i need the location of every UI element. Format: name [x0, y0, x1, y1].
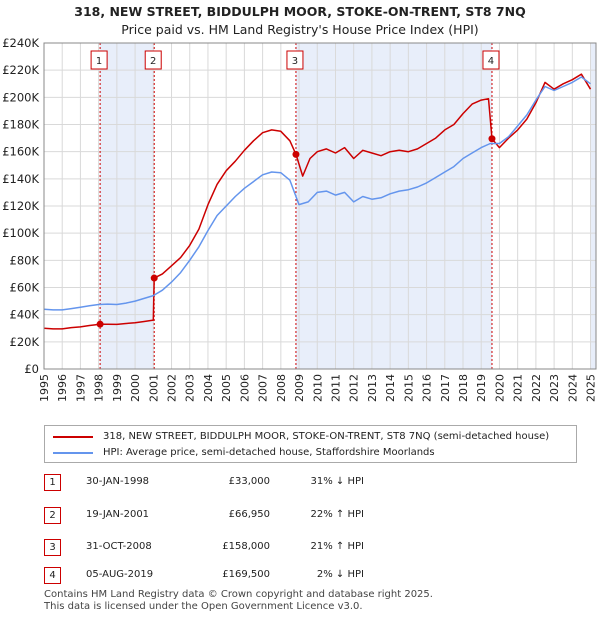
sale-point [96, 320, 104, 328]
price-chart: 1 2 3 4 £0 £20K £40K £60K £80K £100K £120K £140K £16… [2, 36, 598, 402]
sale-label: 3 [286, 50, 304, 70]
transaction-row: 4 05-AUG-2019 £169,500 2% ↓ HPI [44, 567, 584, 585]
transaction-hpi: 22% ↑ HPI [310, 509, 364, 520]
x-tick-label: 2022 [530, 374, 543, 402]
sale-label-text: 4 [488, 56, 494, 67]
y-tick-label: £40K [10, 308, 40, 322]
sale-label: 4 [482, 50, 500, 70]
legend-hpi-label: HPI: Average price, semi-detached house,… [103, 447, 435, 458]
x-tick-label: 2008 [275, 374, 288, 402]
x-tick-label: 2020 [493, 374, 506, 402]
x-tick-label: 2009 [293, 374, 306, 402]
x-tick-label: 1995 [38, 374, 51, 402]
y-tick-label: £0 [24, 362, 39, 376]
sale-label: 1 [90, 50, 108, 70]
transaction-row: 2 19-JAN-2001 £66,950 22% ↑ HPI [44, 507, 584, 525]
x-tick-label: 2012 [348, 374, 361, 402]
footer: Contains HM Land Registry data © Crown c… [44, 589, 433, 613]
x-tick-label: 2024 [566, 374, 579, 402]
x-tick-label: 2011 [329, 374, 342, 402]
transaction-date: 31-OCT-2008 [86, 541, 152, 552]
x-tick-label: 2006 [238, 374, 251, 402]
legend-blue-swatch [53, 451, 93, 454]
sale-label-text: 1 [96, 56, 102, 67]
footer-license: This data is licensed under the Open Gov… [44, 601, 363, 612]
hpi-line [43, 76, 591, 311]
sale-label-text: 2 [150, 56, 156, 67]
x-tick-label: 2023 [548, 374, 561, 402]
sale-point [292, 150, 300, 158]
transaction-hpi: 21% ↑ HPI [310, 541, 364, 552]
transaction-row: 1 30-JAN-1998 £33,000 31% ↓ HPI [44, 474, 584, 492]
sale-label-box [90, 50, 108, 70]
legend-item-property: 318, NEW STREET, BIDDULPH MOOR, STOKE-ON… [53, 431, 549, 442]
y-tick-label: £200K [2, 90, 39, 104]
transaction-badge: 2 [44, 507, 61, 524]
sale-label: 2 [144, 50, 162, 70]
legend: 318, NEW STREET, BIDDULPH MOOR, STOKE-ON… [44, 425, 577, 463]
y-tick-label: £100K [2, 226, 39, 240]
x-tick-label: 2018 [457, 374, 470, 402]
transaction-price: £66,950 [228, 509, 270, 520]
x-tick-label: 1998 [93, 374, 106, 402]
transaction-hpi: 31% ↓ HPI [310, 476, 364, 487]
x-tick-label: 2004 [202, 374, 215, 402]
legend-property-label: 318, NEW STREET, BIDDULPH MOOR, STOKE-ON… [103, 431, 550, 442]
x-tick-label: 2013 [366, 374, 379, 402]
x-tick-label: 2017 [439, 374, 452, 402]
sale-label-box [286, 50, 304, 70]
transaction-badge: 1 [44, 474, 61, 491]
sale-label-box [144, 50, 162, 70]
y-tick-label: £20K [10, 335, 40, 349]
x-tick-label: 2019 [475, 374, 488, 402]
sale-label-text: 3 [292, 56, 298, 67]
transaction-price: £33,000 [228, 476, 270, 487]
y-tick-label: £80K [10, 253, 40, 267]
chart-subtitle: Price paid vs. HM Land Registry's House … [121, 22, 479, 37]
transaction-row: 3 31-OCT-2008 £158,000 21% ↑ HPI [44, 539, 584, 557]
transaction-badge: 3 [44, 539, 61, 556]
x-tick-label: 2001 [147, 374, 160, 402]
transaction-price: £158,000 [222, 541, 270, 552]
x-tick-label: 1997 [74, 374, 87, 402]
x-tick-label: 2021 [512, 374, 525, 402]
plot-frame [43, 42, 597, 370]
legend-red-swatch [53, 435, 93, 438]
x-tick-label: 2016 [421, 374, 434, 402]
x-tick-label: 2000 [129, 374, 142, 402]
x-tick-label: 2010 [311, 374, 324, 402]
y-tick-label: £160K [2, 145, 39, 159]
x-tick-label: 1996 [56, 374, 69, 402]
sale-point [150, 274, 158, 282]
x-tick-label: 2015 [402, 374, 415, 402]
legend-item-hpi: HPI: Average price, semi-detached house,… [53, 447, 435, 458]
sale-label-box [482, 50, 500, 70]
transaction-hpi: 2% ↓ HPI [316, 569, 364, 580]
x-tick-label: 2025 [585, 374, 598, 402]
x-tick-label: 2003 [184, 374, 197, 402]
y-tick-label: £180K [2, 118, 39, 132]
x-tick-label: 2014 [384, 374, 397, 402]
x-tick-label: 1999 [111, 374, 124, 402]
transaction-date: 30-JAN-1998 [86, 476, 150, 487]
y-tick-label: £220K [2, 63, 39, 77]
y-tick-label: £140K [2, 172, 39, 186]
footer-copyright: Contains HM Land Registry data © Crown c… [44, 589, 433, 600]
x-tick-label: 2007 [257, 374, 270, 402]
y-tick-label: £240K [2, 36, 39, 50]
y-tick-label: £120K [2, 199, 39, 213]
x-tick-label: 2002 [166, 374, 179, 402]
y-tick-label: £60K [10, 281, 40, 295]
x-tick-label: 2005 [220, 374, 233, 402]
transaction-date: 19-JAN-2001 [86, 509, 150, 520]
transaction-date: 05-AUG-2019 [86, 569, 154, 580]
transaction-badge: 4 [44, 567, 61, 584]
chart-title: 318, NEW STREET, BIDDULPH MOOR, STOKE-ON… [74, 4, 526, 19]
sale-point [488, 135, 496, 143]
transaction-price: £169,500 [222, 569, 270, 580]
